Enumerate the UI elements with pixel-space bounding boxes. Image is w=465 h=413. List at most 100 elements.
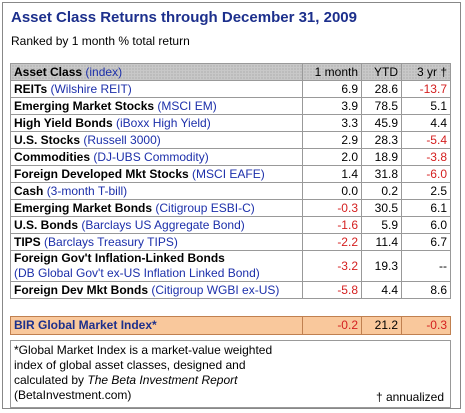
index-name: (Barclays Treasury TIPS) xyxy=(44,234,178,249)
value-cell: 28.6 xyxy=(361,80,402,98)
value-cell: 31.8 xyxy=(361,165,402,183)
value-cell: -13.7 xyxy=(401,80,451,98)
name-cell: Emerging Market Stocks (MSCI EM) xyxy=(10,97,303,115)
value-cell: 4.4 xyxy=(361,281,402,299)
name-cell: Cash (3-month T-bill) xyxy=(10,182,303,200)
footnote: *Global Market Index is a market-value w… xyxy=(10,340,451,408)
index-name: (iBoxx High Yield) xyxy=(116,115,211,130)
value-cell: 19.3 xyxy=(361,250,402,282)
row: TIPS (Barclays Treasury TIPS) -2.2 11.4 6.7 xyxy=(10,233,451,251)
header-row: Asset Class (index) 1 month YTD 3 yr † xyxy=(10,63,451,81)
header-index: (index) xyxy=(85,64,123,79)
note-line: (BetaInvestment.com) xyxy=(14,388,132,402)
row: Emerging Market Stocks (MSCI EM) 3.9 78.5 5… xyxy=(10,97,451,115)
header-cell: 3 yr † xyxy=(401,63,451,81)
asset-name: Emerging Market Stocks xyxy=(14,98,155,113)
value-cell: 4.4 xyxy=(401,114,451,132)
index-name: (MSCI EM) xyxy=(157,98,217,113)
header-name: Asset Class xyxy=(14,64,83,79)
value-cell: -5.4 xyxy=(401,131,451,149)
value-cell: 0.0 xyxy=(302,182,362,200)
value-cell: -1.6 xyxy=(302,216,362,234)
subtitle: Ranked by 1 month % total return xyxy=(11,34,190,48)
asset-name: Cash xyxy=(14,183,44,198)
asset-name: Commodities xyxy=(14,149,91,164)
index-name: (DB Global Gov't ex-US Inflation Linked … xyxy=(14,266,260,280)
row: Foreign Gov't Inflation-Linked Bonds (DB… xyxy=(10,250,451,282)
value-cell: 1.4 xyxy=(302,165,362,183)
name-cell: High Yield Bonds (iBoxx High Yield) xyxy=(10,114,303,132)
returns-table: Asset Class (index) 1 month YTD 3 yr † R… xyxy=(10,63,451,299)
title: Asset Class Returns through December 31,… xyxy=(11,9,357,26)
index-name: (Citigroup WGBI ex-US) xyxy=(151,282,280,297)
asset-name: High Yield Bonds xyxy=(14,115,113,130)
note-line: *Global Market Index is a market-value w… xyxy=(14,343,273,357)
value-cell: 6.9 xyxy=(302,80,362,98)
row: Emerging Market Bonds (Citigroup ESBI-C)… xyxy=(10,199,451,217)
summary-cell: 21.2 xyxy=(361,316,402,335)
name-cell: Foreign Dev Mkt Bonds (Citigroup WGBI ex… xyxy=(10,281,303,299)
header-cell: 1 month xyxy=(302,63,362,81)
note-line: calculated by The Beta Investment Report xyxy=(14,373,447,388)
index-name: (3-month T-bill) xyxy=(46,183,128,198)
value-cell: -2.2 xyxy=(302,233,362,251)
index-name: (Wilshire REIT) xyxy=(50,81,132,96)
value-cell: 18.9 xyxy=(361,148,402,166)
asset-name: Emerging Market Bonds xyxy=(14,200,153,215)
summary-name: BIR Global Market Index* xyxy=(10,316,303,335)
summary-table: BIR Global Market Index* -0.2 21.2 -0.3 xyxy=(10,316,451,335)
index-name: (Barclays US Aggregate Bond) xyxy=(81,217,245,232)
value-cell: -0.3 xyxy=(302,199,362,217)
row: Foreign Dev Mkt Bonds (Citigroup WGBI ex… xyxy=(10,281,451,299)
frame: Asset Class Returns through December 31,… xyxy=(2,2,461,409)
row: Cash (3-month T-bill) 0.0 0.2 2.5 xyxy=(10,182,451,200)
name-cell: Emerging Market Bonds (Citigroup ESBI-C) xyxy=(10,199,303,217)
value-cell: 5.1 xyxy=(401,97,451,115)
index-name: (DJ-UBS Commodity) xyxy=(93,149,209,164)
row: Commodities (DJ-UBS Commodity) 2.0 18.9 -3.… xyxy=(10,148,451,166)
index-name: (Russell 3000) xyxy=(83,132,161,147)
name-cell: REITs (Wilshire REIT) xyxy=(10,80,303,98)
index-name: (MSCI EAFE) xyxy=(192,166,265,181)
asset-name: U.S. Stocks xyxy=(14,132,81,147)
asset-name: Foreign Dev Mkt Bonds xyxy=(14,282,149,297)
value-cell: 6.7 xyxy=(401,233,451,251)
note-italic: The Beta Investment Report xyxy=(87,373,238,387)
value-cell: 5.9 xyxy=(361,216,402,234)
summary-cell: -0.3 xyxy=(401,316,451,335)
value-cell: 0.2 xyxy=(361,182,402,200)
row: U.S. Bonds (Barclays US Aggregate Bond) -… xyxy=(10,216,451,234)
value-cell: 45.9 xyxy=(361,114,402,132)
value-cell: -- xyxy=(401,250,451,282)
row: REITs (Wilshire REIT) 6.9 28.6 -13.7 xyxy=(10,80,451,98)
asset-name: TIPS xyxy=(14,234,41,249)
asset-name: Foreign Developed Mkt Stocks xyxy=(14,166,189,181)
summary-row: BIR Global Market Index* -0.2 21.2 -0.3 xyxy=(10,316,451,335)
value-cell: 11.4 xyxy=(361,233,402,251)
value-cell: 3.9 xyxy=(302,97,362,115)
row: U.S. Stocks (Russell 3000) 2.9 28.3 -5.4 xyxy=(10,131,451,149)
value-cell: 2.9 xyxy=(302,131,362,149)
value-cell: 6.0 xyxy=(401,216,451,234)
value-cell: -3.8 xyxy=(401,148,451,166)
asset-name: Foreign Gov't Inflation-Linked Bonds xyxy=(14,251,225,265)
header-cell: Asset Class (index) xyxy=(10,63,303,81)
name-cell: U.S. Stocks (Russell 3000) xyxy=(10,131,303,149)
value-cell: 2.0 xyxy=(302,148,362,166)
row: Foreign Developed Mkt Stocks (MSCI EAFE)… xyxy=(10,165,451,183)
row: High Yield Bonds (iBoxx High Yield) 3.3 45… xyxy=(10,114,451,132)
value-cell: 8.6 xyxy=(401,281,451,299)
index-name: (Citigroup ESBI-C) xyxy=(155,200,255,215)
note-line: index of global asset classes, designed … xyxy=(14,358,246,372)
value-cell: -3.2 xyxy=(302,250,362,282)
value-cell: 3.3 xyxy=(302,114,362,132)
value-cell: -6.0 xyxy=(401,165,451,183)
name-cell: Foreign Gov't Inflation-Linked Bonds (DB… xyxy=(10,250,303,282)
name-cell: Commodities (DJ-UBS Commodity) xyxy=(10,148,303,166)
value-cell: -5.8 xyxy=(302,281,362,299)
value-cell: 6.1 xyxy=(401,199,451,217)
summary-cell: -0.2 xyxy=(302,316,362,335)
asset-name: REITs xyxy=(14,81,48,96)
name-cell: U.S. Bonds (Barclays US Aggregate Bond) xyxy=(10,216,303,234)
name-cell: TIPS (Barclays Treasury TIPS) xyxy=(10,233,303,251)
